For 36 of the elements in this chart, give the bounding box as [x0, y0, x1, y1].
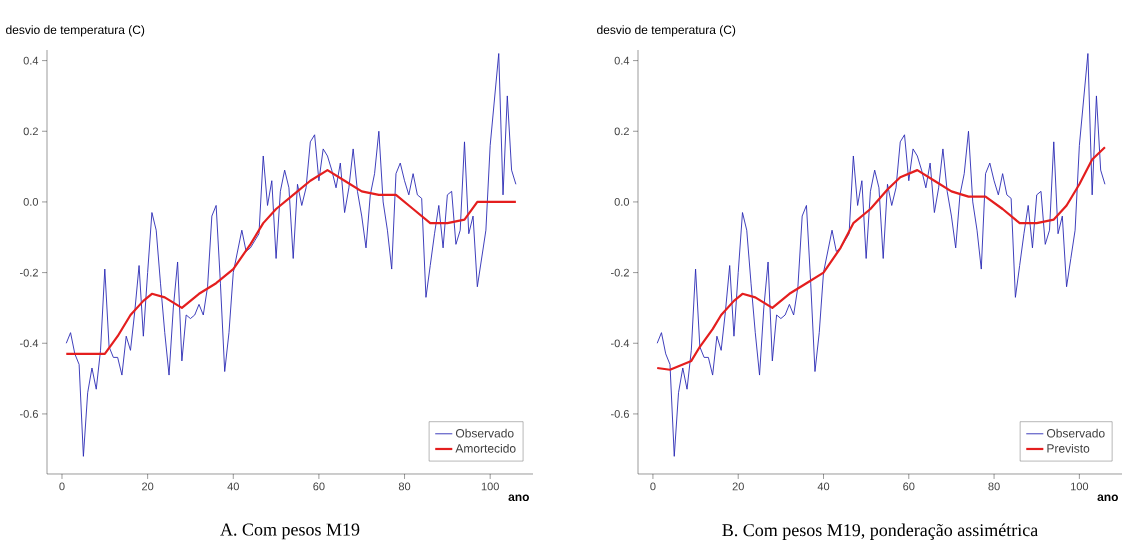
y-tick-label: 0.4	[23, 56, 39, 65]
y-tick-label: -0.4	[20, 339, 39, 348]
x-tick-label: 100	[481, 482, 499, 491]
legend-label: Observado	[455, 428, 514, 438]
x-tick-label: 0	[650, 482, 656, 491]
x-tick-label: 80	[988, 482, 1000, 491]
y-axis-title: desvio de temperatura (C)	[6, 25, 145, 37]
y-axis-title: desvio de temperatura (C)	[597, 25, 736, 37]
legend-label: Previsto	[1047, 443, 1090, 453]
y-tick-label: -0.6	[611, 410, 629, 418]
legend-label: Amortecido	[455, 443, 516, 453]
y-tick-label: 0.2	[614, 127, 629, 136]
x-tick-label: 60	[903, 482, 915, 491]
legend-label: Observado	[1046, 428, 1105, 438]
line-series	[656, 146, 1107, 371]
x-tick-label: 60	[313, 482, 325, 491]
y-tick-label: -0.4	[611, 339, 630, 348]
x-tick-label: 40	[227, 482, 239, 491]
x-tick-label: 100	[1071, 482, 1089, 491]
y-tick-label: 0.4	[614, 56, 630, 65]
y-tick-label: -0.2	[20, 268, 38, 277]
line-series	[65, 169, 517, 355]
x-tick-label: 40	[817, 482, 830, 491]
text: B. Com pesos M19, ponderação assimétrica	[722, 523, 1038, 540]
y-tick-label: -0.6	[20, 410, 38, 418]
y-tick-label: 0.0	[614, 198, 630, 206]
x-tick-label: 20	[732, 482, 744, 491]
x-axis-title: ano	[508, 494, 529, 502]
text: A. Com pesos M19	[220, 523, 360, 540]
x-tick-label: 20	[142, 482, 154, 491]
x-axis-title: ano	[1097, 494, 1118, 502]
y-tick-label: 0.2	[23, 127, 38, 136]
x-tick-label: 0	[59, 482, 65, 491]
y-tick-label: -0.2	[611, 268, 629, 277]
x-tick-label: 80	[398, 482, 411, 491]
y-tick-label: 0.0	[23, 198, 39, 206]
